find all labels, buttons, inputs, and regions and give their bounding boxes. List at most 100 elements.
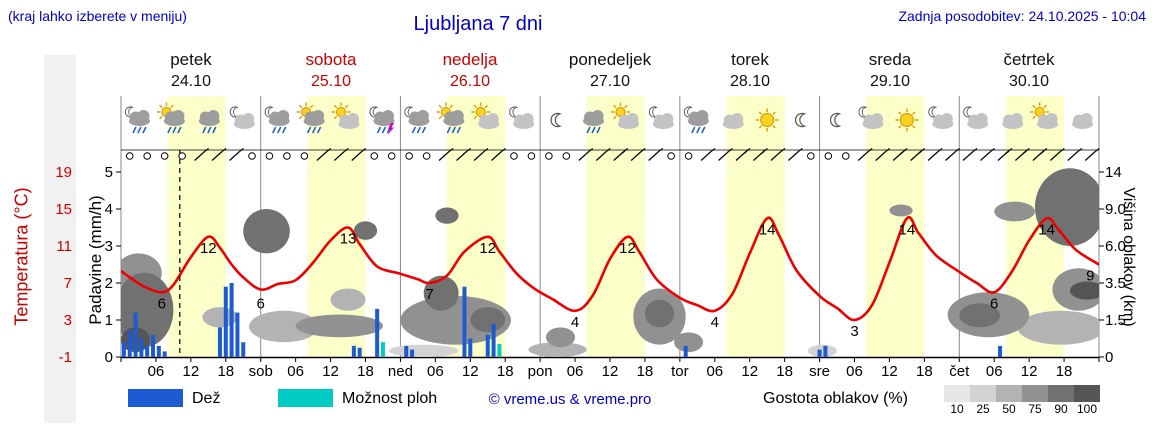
sun-ray [159,115,163,120]
wind-barb-feather [972,148,978,152]
day-header-sobota: sobota 25.10 [261,50,401,91]
cloud-icon [722,113,744,129]
cloud-blob [330,288,366,311]
sun-rain-icon [156,102,185,134]
wind-calm-icon [370,152,379,160]
rain-streak [311,126,317,134]
cloud-puff [940,113,953,125]
wind-calm-icon [143,152,151,160]
cloud-blob [295,314,383,338]
rain-streak [132,126,137,134]
sun-disc [899,113,914,127]
wind-barb-icon [787,151,799,161]
moon-cloud-icon [648,106,674,129]
temp-value-label: 6 [990,295,998,312]
sun-rain-icon [436,102,465,134]
rain-bar [998,345,1003,357]
rain-bar [351,345,356,357]
cloud-puff [207,110,220,122]
temp-tick-label: 11 [56,238,72,255]
rain-legend-swatch [128,389,183,407]
wind-barb-icon [648,151,660,161]
wind-barb-feather [239,148,244,152]
wind-calm-icon [684,152,693,160]
day-date: 28.10 [729,73,771,90]
sun-ray [1032,104,1036,109]
cloud-blob [889,204,913,217]
rain-streak [446,126,451,134]
daylight-bands [167,96,1065,358]
day-header-sreda: sreda 29.10 [820,50,960,91]
wind-calm-icon [125,152,134,160]
temp-value-label: 12 [479,240,496,257]
cloud-icon [1072,113,1094,129]
rain-bar [235,312,240,357]
sun-ray [772,111,776,115]
day-header-nedelja: nedelja 26.10 [400,50,540,91]
sun-ray [438,104,443,109]
sun-ray [309,104,314,109]
rain-bar [156,345,161,357]
cloud-puff [696,110,709,122]
x-tick-label: 06 [846,363,863,380]
copyright-link[interactable]: © vreme.us & vreme.pro [488,391,652,408]
wind-barb-feather [483,148,489,152]
wind-barb-feather [620,150,626,155]
sun-ray [473,104,478,109]
temp-value-label: 14 [759,221,776,238]
wind-barb-icon [980,151,991,161]
sun-cloud-icon [1030,102,1059,129]
cloud-puff [626,113,639,125]
wind-barb-icon [316,151,328,161]
sun-ray [298,104,303,109]
day-header-ponedeljek: ponedeljek 27.10 [540,50,680,91]
cloud-puff [137,110,150,122]
wind-calm-icon [283,152,291,160]
weather-icons-row [125,102,1094,135]
cloud-blob [644,299,675,328]
shower-bar [497,344,502,357]
cloud-blob [1069,281,1099,300]
wind-calm-icon [510,152,518,160]
rain-streak [691,126,696,134]
cloud-puff [1045,113,1058,125]
x-tick-label: 06 [287,363,304,380]
cloud-blob [545,327,576,348]
cloud-blob [994,201,1035,222]
wind-barb-icon [595,151,607,161]
day-date: 26.10 [449,73,491,90]
moon-rain-icon [125,106,150,134]
lightning-bolt [387,123,394,135]
rain-streak [456,126,461,134]
wind-barb-feather [1094,148,1100,152]
sun-rain-icon [296,102,325,134]
wind-barb-feather [867,148,873,152]
cloud-tick-label: 9.0 [1105,201,1126,218]
rain-bar [817,349,822,357]
axis-ticks: 19 15 11 7 3 -1 5 4 3 2 1 0 14 9.0 6.0 3.5 1.5 0 [55,164,1126,366]
rain-streak [282,126,287,134]
cloud-puff [1010,113,1023,125]
cloud-blob [388,344,459,357]
wind-barb-icon [351,151,363,161]
moon-crescent [963,106,973,118]
precip-tick-label: 1 [105,312,113,329]
sun-ray [758,125,763,129]
temp-value-label: 6 [158,295,166,312]
sun-disc [760,113,775,127]
day-header-petek: petek 24.10 [121,50,261,91]
rain-streak [167,126,172,134]
moon-icon [829,112,842,128]
day-name: ponedeljek [568,50,652,69]
wind-barb-feather [780,148,786,152]
x-tick-label: 06 [706,363,723,380]
sun-ray [613,104,617,109]
rain-bar [404,345,409,357]
location-menu-hint: (kraj lahko izberete v meniju) [8,8,187,24]
wind-calm-icon [824,152,833,160]
temp-value-label: 12 [619,240,636,257]
rain-bar [410,349,415,357]
wind-barb-icon [456,151,467,161]
day-name: nedelja [442,50,498,69]
wind-barb-feather [798,148,803,152]
